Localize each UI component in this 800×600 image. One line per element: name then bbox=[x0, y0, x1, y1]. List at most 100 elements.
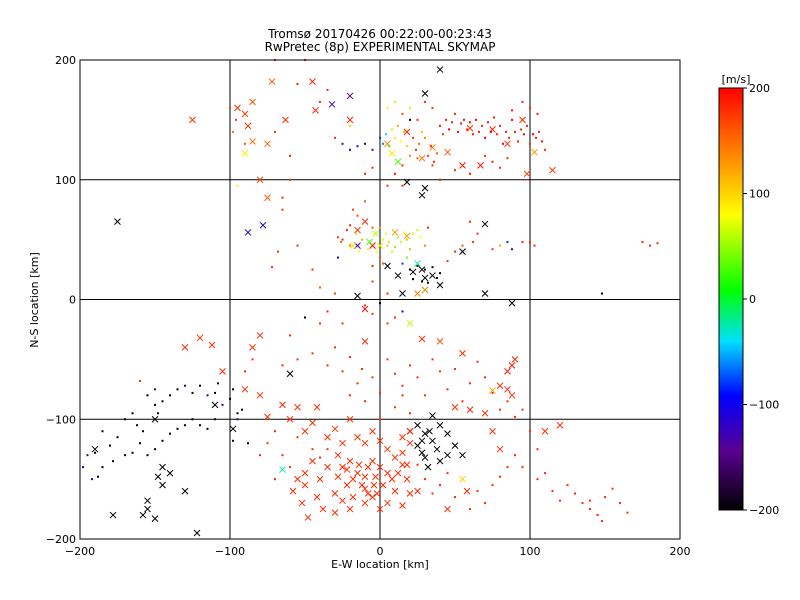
data-point-dot bbox=[424, 394, 426, 397]
data-point-dot bbox=[412, 232, 414, 235]
data-point-cross bbox=[331, 425, 339, 433]
data-point-dot bbox=[431, 358, 434, 361]
data-point-dot bbox=[91, 478, 93, 481]
data-point-dot bbox=[326, 310, 329, 313]
data-point-dot bbox=[454, 169, 456, 172]
data-point-dot bbox=[281, 364, 284, 367]
data-point-cross bbox=[379, 481, 387, 489]
data-points bbox=[82, 59, 659, 537]
data-point-cross bbox=[384, 469, 391, 477]
data-point-dot bbox=[154, 403, 156, 406]
data-point-dot bbox=[476, 360, 479, 363]
data-point-cross bbox=[508, 299, 516, 307]
data-point-cross bbox=[334, 451, 342, 459]
data-point-dot bbox=[326, 88, 329, 91]
data-point-dot bbox=[412, 136, 414, 139]
data-point-dot bbox=[154, 388, 156, 391]
data-point-dot bbox=[421, 280, 423, 283]
data-point-dot bbox=[131, 451, 134, 454]
data-point-cross bbox=[369, 457, 376, 465]
data-point-dot bbox=[364, 172, 366, 175]
data-point-dot bbox=[469, 508, 471, 511]
data-point-dot bbox=[656, 242, 659, 245]
data-point-dot bbox=[487, 121, 489, 124]
data-point-dot bbox=[446, 472, 449, 475]
data-point-dot bbox=[490, 130, 492, 133]
data-point-dot bbox=[521, 241, 524, 244]
colorbar-label: [m/s] bbox=[722, 73, 751, 86]
data-point-dot bbox=[446, 260, 449, 263]
data-point-dot bbox=[349, 244, 351, 247]
data-point-dot bbox=[319, 456, 321, 459]
data-point-dot bbox=[386, 292, 389, 295]
chart-subtitle: RwPretec (8p) EXPERIMENTAL SKYMAP bbox=[265, 40, 496, 54]
data-point-cross bbox=[328, 100, 336, 108]
data-point-cross bbox=[477, 162, 484, 169]
data-point-dot bbox=[391, 128, 393, 131]
data-point-dot bbox=[431, 164, 434, 167]
data-point-dot bbox=[259, 454, 261, 457]
data-point-cross bbox=[279, 401, 286, 409]
data-point-dot bbox=[517, 140, 519, 143]
data-point-dot bbox=[191, 118, 194, 121]
data-point-cross bbox=[159, 481, 166, 489]
data-point-cross bbox=[466, 406, 474, 414]
data-point-cross bbox=[364, 463, 372, 471]
data-point-cross bbox=[421, 286, 429, 294]
data-point-cross bbox=[406, 320, 414, 327]
data-point-dot bbox=[401, 384, 404, 387]
data-point-cross bbox=[294, 475, 301, 483]
data-point-cross bbox=[481, 409, 489, 417]
data-point-dot bbox=[499, 166, 501, 169]
data-point-cross bbox=[289, 487, 297, 495]
data-point-dot bbox=[386, 106, 389, 109]
data-point-dot bbox=[491, 484, 494, 487]
data-point-cross bbox=[361, 473, 369, 481]
data-point-cross bbox=[376, 242, 384, 249]
data-point-cross bbox=[181, 344, 189, 351]
data-point-dot bbox=[401, 310, 404, 313]
data-point-dot bbox=[506, 241, 509, 244]
y-tick-label: 100 bbox=[55, 174, 76, 187]
data-point-dot bbox=[176, 388, 179, 391]
data-point-dot bbox=[101, 430, 104, 433]
data-point-dot bbox=[334, 136, 336, 139]
data-point-dot bbox=[236, 184, 239, 187]
data-point-cross bbox=[444, 148, 451, 156]
data-point-dot bbox=[319, 286, 321, 289]
data-point-dot bbox=[394, 245, 396, 248]
data-point-cross bbox=[354, 292, 361, 300]
data-point-dot bbox=[379, 226, 381, 229]
data-point-dot bbox=[247, 442, 249, 445]
data-point-cross bbox=[394, 272, 402, 279]
data-point-dot bbox=[626, 511, 629, 514]
data-point-dot bbox=[356, 214, 359, 217]
data-point-cross bbox=[114, 218, 121, 226]
data-point-dot bbox=[161, 400, 164, 403]
data-point-cross bbox=[403, 475, 411, 483]
data-point-cross bbox=[504, 140, 511, 148]
data-point-cross bbox=[282, 116, 289, 124]
data-point-dot bbox=[349, 355, 351, 358]
data-point-dot bbox=[430, 145, 432, 148]
data-point-dot bbox=[356, 382, 359, 385]
data-point-dot bbox=[401, 184, 404, 187]
data-point-cross bbox=[159, 463, 166, 471]
data-point-dot bbox=[566, 484, 569, 487]
data-point-cross bbox=[366, 238, 373, 246]
y-tick-label: −100 bbox=[46, 413, 76, 426]
data-point-cross bbox=[523, 170, 531, 178]
data-point-dot bbox=[274, 130, 276, 133]
data-point-dot bbox=[382, 142, 384, 145]
data-point-dot bbox=[232, 439, 234, 442]
data-point-dot bbox=[235, 118, 237, 121]
data-point-dot bbox=[169, 432, 171, 435]
data-point-dot bbox=[142, 430, 144, 433]
data-point-dot bbox=[541, 140, 543, 143]
data-point-dot bbox=[154, 448, 156, 451]
data-point-cross bbox=[414, 421, 421, 429]
data-point-dot bbox=[499, 244, 501, 247]
data-point-dot bbox=[551, 490, 554, 493]
data-point-cross bbox=[399, 449, 406, 457]
colorbar-tick-label: −100 bbox=[749, 399, 779, 412]
